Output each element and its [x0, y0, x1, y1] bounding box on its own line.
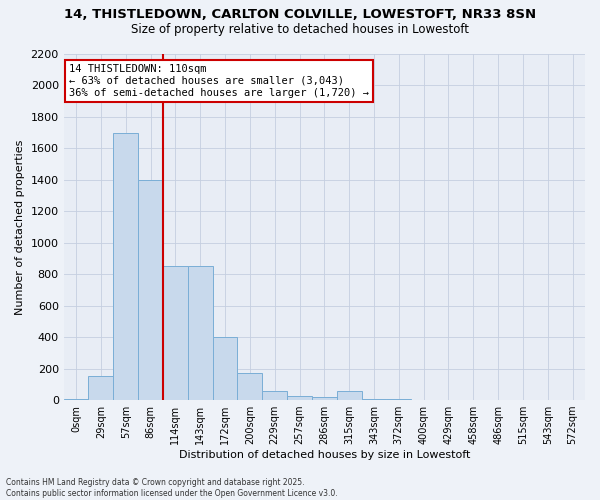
- Bar: [113, 132, 138, 400]
- Text: Contains HM Land Registry data © Crown copyright and database right 2025.
Contai: Contains HM Land Registry data © Crown c…: [6, 478, 338, 498]
- Bar: [64, 398, 88, 400]
- Bar: [386, 398, 411, 400]
- Bar: [287, 396, 312, 400]
- X-axis label: Distribution of detached houses by size in Lowestoft: Distribution of detached houses by size …: [179, 450, 470, 460]
- Bar: [212, 337, 238, 400]
- Bar: [138, 180, 163, 400]
- Bar: [312, 397, 337, 400]
- Bar: [238, 372, 262, 400]
- Text: 14 THISTLEDOWN: 110sqm
← 63% of detached houses are smaller (3,043)
36% of semi-: 14 THISTLEDOWN: 110sqm ← 63% of detached…: [69, 64, 369, 98]
- Text: Size of property relative to detached houses in Lowestoft: Size of property relative to detached ho…: [131, 22, 469, 36]
- Text: 14, THISTLEDOWN, CARLTON COLVILLE, LOWESTOFT, NR33 8SN: 14, THISTLEDOWN, CARLTON COLVILLE, LOWES…: [64, 8, 536, 20]
- Bar: [188, 266, 212, 400]
- Bar: [163, 266, 188, 400]
- Bar: [337, 390, 362, 400]
- Bar: [262, 390, 287, 400]
- Y-axis label: Number of detached properties: Number of detached properties: [15, 140, 25, 314]
- Bar: [362, 398, 386, 400]
- Bar: [88, 376, 113, 400]
